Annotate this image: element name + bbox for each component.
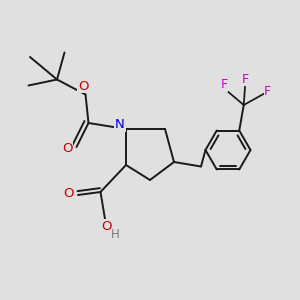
Text: F: F: [264, 85, 271, 98]
Text: H: H: [111, 228, 120, 241]
Text: O: O: [63, 187, 74, 200]
Text: F: F: [242, 73, 249, 86]
Text: N: N: [115, 118, 125, 131]
Text: F: F: [221, 78, 228, 92]
Text: O: O: [101, 220, 112, 233]
Text: O: O: [78, 80, 88, 93]
Text: O: O: [62, 142, 73, 155]
